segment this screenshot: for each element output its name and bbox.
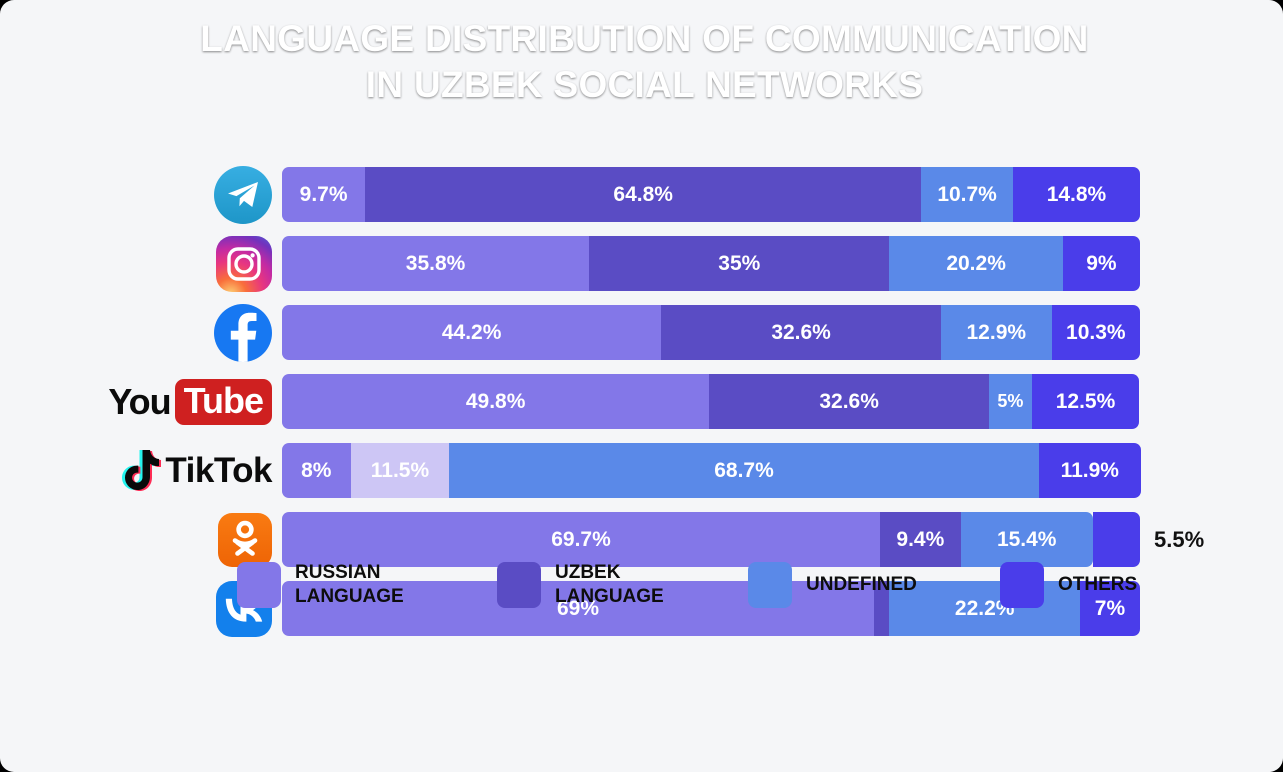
bar-segment[interactable]: 9% bbox=[1062, 236, 1140, 291]
segment-value-label: 11.9% bbox=[1060, 458, 1119, 482]
bar-segment[interactable]: 35% bbox=[589, 236, 890, 291]
segment-value-label: 64.8% bbox=[613, 182, 673, 206]
segment-value-label: 32.6% bbox=[771, 320, 831, 344]
segment-value-label-outside: 5.5% bbox=[1154, 526, 1205, 552]
segment-value-label: 14.8% bbox=[1046, 182, 1107, 206]
segment-value-label: 44.2% bbox=[441, 320, 502, 344]
row-icon-youtube: You Tube bbox=[0, 374, 282, 429]
chart-legend: RUSSIAN LANGUAGE UZBEK LANGUAGE UNDEFINED O… bbox=[0, 545, 1283, 625]
bar-segment[interactable]: 64.8% bbox=[365, 167, 922, 222]
stacked-bar[interactable]: 44.2% 32.6% 12.9% 10.3% bbox=[282, 305, 1140, 360]
legend-swatch-others bbox=[1000, 562, 1044, 608]
tiktok-wordmark: TikTok bbox=[165, 450, 272, 490]
segment-value-label: 49.8% bbox=[465, 389, 526, 413]
legend-swatch-russian-language bbox=[237, 562, 281, 608]
segment-value-label: 8% bbox=[301, 458, 332, 482]
bar-row: You Tube 49.8% 32.6% 5% 12.5% bbox=[0, 374, 1283, 429]
segment-value-label: 20.2% bbox=[946, 251, 1006, 275]
segment-value-label: 10.3% bbox=[1066, 320, 1126, 344]
bar-segment[interactable]: 11.5% bbox=[350, 443, 450, 498]
youtube-wordmark-you: You bbox=[108, 380, 171, 422]
bar-row: 44.2% 32.6% 12.9% 10.3% bbox=[0, 303, 1283, 362]
telegram-icon bbox=[214, 165, 272, 224]
legend-item-russian-language[interactable]: RUSSIAN LANGUAGE bbox=[237, 561, 404, 609]
tiktok-icon: TikTok bbox=[120, 448, 272, 494]
bar-segment[interactable]: 10.3% bbox=[1051, 305, 1140, 360]
bar-segment[interactable] bbox=[1092, 512, 1140, 567]
legend-label-uzbek-language: UZBEK LANGUAGE bbox=[555, 562, 664, 607]
bar-row: 35.8% 35% 20.2% 9% bbox=[0, 235, 1283, 292]
legend-item-uzbek-language[interactable]: UZBEK LANGUAGE bbox=[497, 561, 664, 609]
segment-value-label: 9% bbox=[1086, 251, 1117, 275]
bar-row: TikTok 8% 11.5% 68.7% 11.9% bbox=[0, 443, 1283, 498]
segment-value-label: 5% bbox=[997, 391, 1024, 411]
odnoklassniki-icon bbox=[218, 512, 272, 567]
youtube-wordmark-tube: Tube bbox=[174, 378, 272, 425]
row-icon-facebook bbox=[0, 303, 282, 362]
legend-swatch-undefined bbox=[748, 562, 792, 608]
segment-value-label: 9.7% bbox=[299, 182, 348, 206]
stacked-bar[interactable]: 69% 22.2% 7% bbox=[282, 581, 1140, 636]
legend-label-undefined: UNDEFINED bbox=[806, 574, 917, 596]
bar-segment[interactable]: 11.9% bbox=[1038, 443, 1141, 498]
facebook-icon bbox=[214, 303, 272, 362]
segment-value-label: 35% bbox=[718, 251, 761, 275]
bar-segment[interactable]: 32.6% bbox=[709, 374, 989, 429]
bar-segment[interactable]: 68.7% bbox=[449, 443, 1039, 498]
legend-label-others: OTHERS bbox=[1058, 574, 1138, 596]
bar-segment[interactable]: 49.8% bbox=[282, 374, 710, 429]
bar-segment[interactable]: 9.7% bbox=[282, 167, 366, 222]
bar-row: 69% 22.2% 7% bbox=[0, 580, 1283, 637]
instagram-icon bbox=[216, 235, 272, 292]
segment-value-label: 35.8% bbox=[405, 251, 466, 275]
legend-item-others[interactable]: OTHERS bbox=[1000, 562, 1137, 608]
bar-segment[interactable]: 8% bbox=[282, 443, 351, 498]
row-icon-tiktok: TikTok bbox=[0, 443, 282, 498]
page-title: LANGUAGE DISTRIBUTION OF COMMUNICATION I… bbox=[200, 18, 1089, 105]
segment-value-label: 68.7% bbox=[714, 458, 774, 482]
bar-segment[interactable] bbox=[874, 581, 890, 636]
bar-segment[interactable]: 12.5% bbox=[1031, 374, 1140, 429]
stacked-bar[interactable]: 35.8% 35% 20.2% 9% bbox=[282, 236, 1140, 291]
stacked-bar[interactable]: 8% 11.5% 68.7% 11.9% bbox=[282, 443, 1141, 498]
segment-value-label: 32.6% bbox=[819, 389, 879, 413]
segment-value-label: 12.5% bbox=[1055, 389, 1116, 413]
bar-row: 9.7% 64.8% 10.7% 14.8% bbox=[0, 165, 1283, 224]
bar-segment[interactable]: 12.9% bbox=[940, 305, 1052, 360]
bar-segment[interactable]: 32.6% bbox=[661, 305, 941, 360]
legend-label-russian-language: RUSSIAN LANGUAGE bbox=[295, 562, 404, 607]
header-banner: LANGUAGE DISTRIBUTION OF COMMUNICATION I… bbox=[6, 0, 1283, 124]
stacked-bar[interactable]: 9.7% 64.8% 10.7% 14.8% bbox=[282, 167, 1140, 222]
row-icon-instagram bbox=[0, 235, 282, 292]
bar-segment[interactable]: 20.2% bbox=[889, 236, 1063, 291]
segment-value-label: 10.7% bbox=[937, 182, 997, 206]
row-icon-odnoklassniki bbox=[0, 512, 282, 567]
bar-segment[interactable]: 44.2% bbox=[282, 305, 662, 360]
legend-item-undefined[interactable]: UNDEFINED bbox=[748, 562, 917, 608]
youtube-icon: You Tube bbox=[108, 378, 272, 425]
bar-segment[interactable]: 35.8% bbox=[282, 236, 590, 291]
segment-value-label: 12.9% bbox=[966, 320, 1027, 344]
bar-segment[interactable]: 5% bbox=[988, 374, 1032, 429]
bar-segment[interactable]: 10.7% bbox=[921, 167, 1013, 222]
stacked-bar[interactable]: 49.8% 32.6% 5% 12.5% bbox=[282, 374, 1140, 429]
legend-swatch-uzbek-language bbox=[497, 562, 541, 608]
row-icon-telegram bbox=[0, 165, 282, 224]
bar-segment[interactable]: 14.8% bbox=[1012, 167, 1140, 222]
segment-value-label: 11.5% bbox=[370, 458, 430, 482]
stacked-bar-chart: 9.7% 64.8% 10.7% 14.8% 35.8% 35% 20.2% 9% 44.2… bbox=[0, 124, 1283, 772]
